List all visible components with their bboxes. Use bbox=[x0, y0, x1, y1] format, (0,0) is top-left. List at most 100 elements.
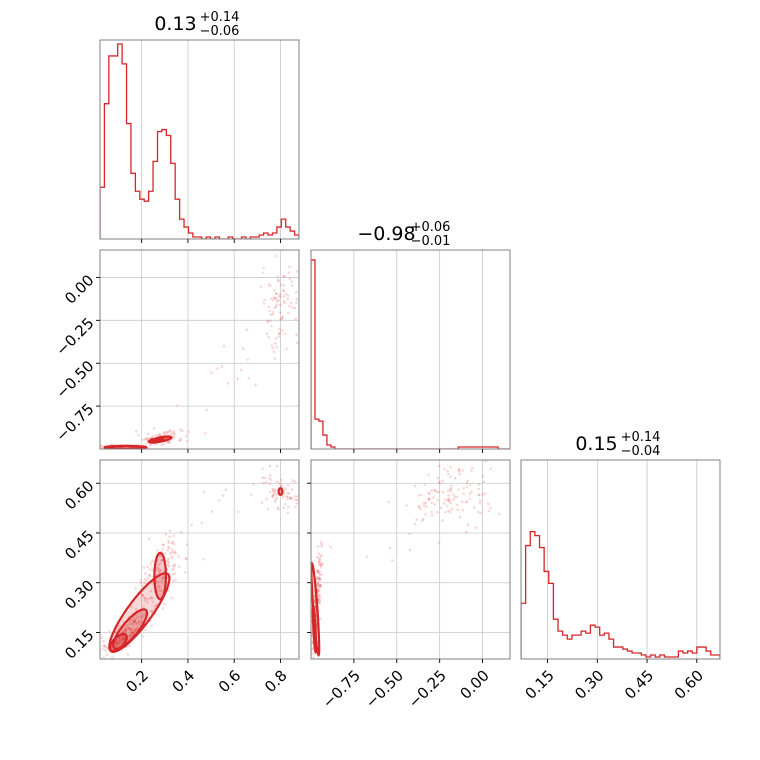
sample-point bbox=[316, 582, 320, 586]
sample-point bbox=[154, 604, 158, 607]
sample-point bbox=[173, 564, 176, 567]
sample-point bbox=[316, 571, 320, 575]
sample-point bbox=[430, 501, 434, 505]
sample-point bbox=[96, 447, 99, 450]
sample-point bbox=[318, 584, 322, 587]
sample-point bbox=[171, 434, 175, 437]
sample-point bbox=[276, 275, 279, 278]
sample-point bbox=[130, 627, 134, 631]
sample-point bbox=[285, 292, 288, 296]
sample-point bbox=[446, 498, 450, 502]
sample-point bbox=[266, 507, 270, 511]
sample-point bbox=[147, 577, 150, 580]
sample-point bbox=[173, 549, 176, 553]
sample-point bbox=[468, 497, 472, 501]
sample-point bbox=[135, 622, 138, 625]
sample-point bbox=[426, 497, 430, 501]
sample-point bbox=[457, 488, 460, 491]
sample-point bbox=[421, 517, 425, 521]
sample-point bbox=[210, 371, 213, 374]
sample-point bbox=[174, 578, 177, 581]
sample-point bbox=[106, 646, 109, 650]
sample-point bbox=[418, 505, 422, 509]
sample-point bbox=[128, 634, 132, 637]
sample-point bbox=[318, 601, 321, 605]
sample-point bbox=[318, 584, 321, 587]
sample-point bbox=[275, 496, 279, 500]
sample-point bbox=[144, 572, 147, 575]
sample-point bbox=[449, 475, 452, 479]
sample-point bbox=[282, 294, 286, 298]
sample-point bbox=[167, 561, 170, 565]
sample-point bbox=[457, 470, 460, 473]
sample-point bbox=[100, 444, 104, 448]
sample-point bbox=[268, 490, 272, 494]
sample-point bbox=[262, 302, 266, 305]
sample-point bbox=[129, 627, 133, 631]
sample-point bbox=[163, 602, 166, 606]
sample-point bbox=[133, 620, 137, 623]
sample-point bbox=[250, 493, 253, 496]
sample-point bbox=[278, 292, 282, 296]
sample-point bbox=[270, 344, 274, 348]
sample-point bbox=[94, 444, 97, 447]
sample-point bbox=[317, 560, 321, 564]
sample-point bbox=[129, 627, 132, 631]
sample-point bbox=[146, 432, 150, 436]
sample-point bbox=[487, 509, 491, 513]
sample-point bbox=[150, 624, 154, 627]
sample-point bbox=[165, 559, 168, 562]
sample-point bbox=[224, 488, 228, 492]
sample-point bbox=[141, 584, 145, 588]
sample-point bbox=[286, 492, 289, 495]
sample-point bbox=[127, 627, 130, 631]
sample-point bbox=[122, 637, 126, 641]
sample-point bbox=[210, 510, 214, 513]
sample-point bbox=[433, 503, 437, 506]
sample-point bbox=[274, 342, 277, 345]
sample-point bbox=[159, 433, 163, 437]
tick-label-y: 0.00 bbox=[61, 271, 97, 307]
sample-point bbox=[172, 534, 176, 538]
sample-point bbox=[116, 641, 119, 645]
sample-point bbox=[168, 535, 171, 539]
sample-point bbox=[269, 313, 273, 316]
sample-point bbox=[278, 327, 281, 331]
sample-point bbox=[160, 558, 163, 562]
sample-point bbox=[156, 567, 160, 570]
sample-point bbox=[275, 296, 278, 300]
sample-point bbox=[319, 583, 322, 587]
sample-point bbox=[102, 644, 106, 648]
sample-point bbox=[262, 266, 266, 270]
contour-far bbox=[277, 487, 284, 496]
sample-point bbox=[118, 624, 121, 628]
sample-point bbox=[167, 589, 170, 592]
sample-point bbox=[427, 473, 430, 477]
sample-point bbox=[290, 301, 293, 305]
sample-point bbox=[464, 500, 468, 504]
sample-point bbox=[408, 548, 412, 552]
sample-point bbox=[156, 580, 160, 583]
histogram-2 bbox=[521, 530, 720, 659]
sample-point bbox=[450, 484, 453, 488]
sample-point bbox=[267, 305, 271, 309]
sample-point bbox=[220, 365, 224, 368]
sample-point bbox=[483, 492, 487, 496]
sample-point bbox=[274, 254, 277, 258]
contour-outer-fill bbox=[109, 573, 170, 652]
sample-point bbox=[471, 466, 474, 470]
tick-label-y: 0.45 bbox=[61, 527, 97, 563]
sample-point bbox=[293, 480, 297, 483]
sample-point bbox=[122, 637, 125, 641]
sample-point bbox=[134, 628, 137, 632]
sample-point bbox=[270, 324, 273, 328]
tick-label-x: 0.4 bbox=[169, 667, 199, 697]
sample-point bbox=[162, 431, 165, 434]
sample-point bbox=[128, 634, 132, 637]
histogram-1 bbox=[311, 259, 510, 449]
sample-point bbox=[115, 639, 118, 643]
sample-point bbox=[458, 472, 462, 476]
sample-point bbox=[312, 674, 315, 677]
sample-point bbox=[123, 662, 126, 665]
sample-point bbox=[143, 599, 147, 603]
